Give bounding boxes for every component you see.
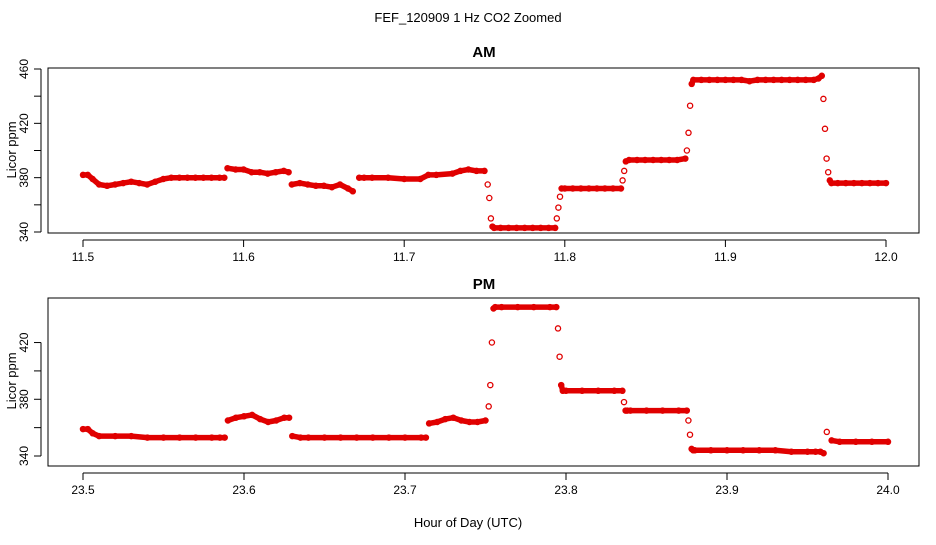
x-tick-label: 23.6 (232, 483, 256, 497)
y-axis-label: Licor ppm (4, 352, 19, 409)
data-point (486, 194, 493, 202)
panel-title: PM (473, 276, 496, 293)
data-point (823, 428, 831, 436)
data-point (556, 353, 563, 360)
y-tick-label: 380 (17, 167, 31, 187)
data-point (620, 398, 628, 406)
data-point (488, 339, 496, 346)
x-tick-label: 24.0 (876, 483, 900, 497)
axes: 11.5 11.6 11.7 11.8 11.9 12.0 340 380 420 460 (17, 59, 898, 264)
data-point (686, 102, 694, 109)
data-point (487, 381, 494, 389)
plot-frame (47, 67, 920, 234)
y-tick-label: 460 (17, 59, 31, 79)
figure-title: FEF_120909 1 Hz CO2 Zoomed (374, 10, 561, 25)
y-tick-label: 420 (17, 113, 31, 133)
data-trace (474, 417, 489, 425)
figure-xlabel: Hour of Day (UTC) (414, 515, 522, 530)
y-tick-label: 340 (17, 446, 31, 466)
data-point (820, 95, 827, 103)
data-point (824, 168, 832, 176)
panel-am: AM Licor ppm 11.5 11.6 11.7 11.8 11.9 12.0 340… (4, 44, 920, 264)
y-axis-label: Licor ppm (4, 121, 19, 178)
data-point (620, 167, 628, 175)
panel-pm: PM Licor ppm 23.5 23.6 23.7 23.8 23.9 24.0 340… (4, 276, 920, 497)
x-tick-label: 23.9 (715, 483, 739, 497)
x-tick-label: 23.8 (554, 483, 578, 497)
x-tick-label: 23.5 (71, 483, 95, 497)
y-tick-label: 340 (17, 222, 31, 242)
data-trace (674, 155, 689, 163)
data-points (79, 72, 890, 232)
data-trace (815, 73, 825, 82)
x-tick-label: 11.7 (393, 250, 416, 264)
x-tick-label: 11.6 (232, 250, 255, 264)
data-point (556, 193, 564, 200)
data-point (554, 325, 562, 332)
data-point (485, 403, 492, 410)
data-point (686, 431, 694, 438)
data-point (484, 181, 491, 188)
x-tick-label: 11.5 (72, 250, 95, 264)
panel-title: AM (472, 44, 495, 61)
data-point (619, 177, 626, 184)
data-point (553, 215, 561, 222)
data-point (685, 129, 692, 137)
x-tick-label: 12.0 (874, 250, 898, 264)
x-tick-label: 11.8 (554, 250, 577, 264)
y-tick-label: 380 (17, 389, 31, 409)
axes: 23.5 23.6 23.7 23.8 23.9 24.0 340 380 420 (17, 332, 900, 497)
data-points (79, 303, 892, 457)
data-trace (817, 448, 827, 456)
data-point (823, 155, 830, 162)
data-point (685, 417, 692, 424)
data-point (487, 215, 495, 222)
data-trace (345, 185, 356, 195)
x-tick-label: 11.9 (714, 250, 737, 264)
data-point (555, 204, 562, 211)
data-point (821, 125, 829, 133)
x-tick-label: 23.7 (393, 483, 417, 497)
y-tick-label: 420 (17, 332, 31, 352)
data-trace (281, 168, 292, 175)
data-point (683, 147, 691, 154)
plot-frame (47, 297, 920, 467)
